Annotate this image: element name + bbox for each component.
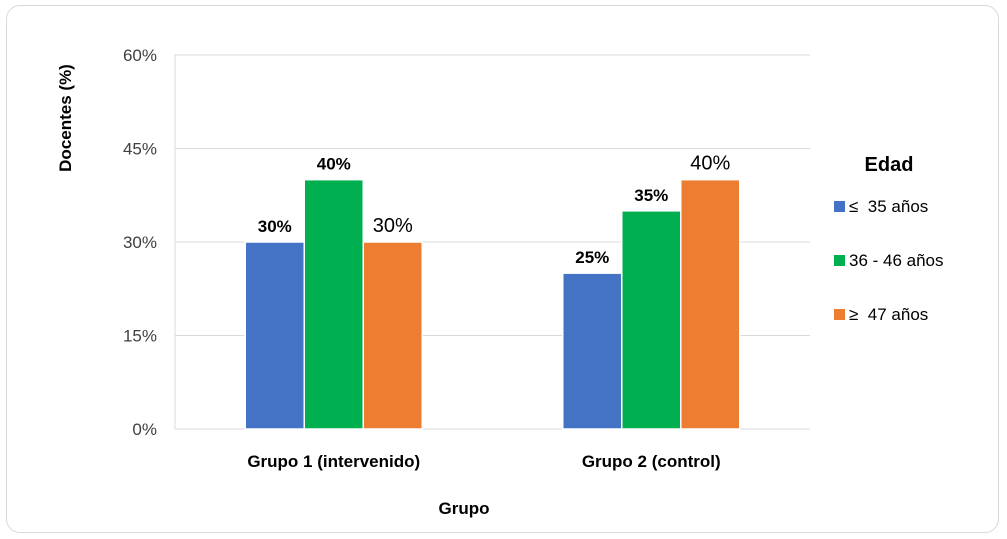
bars [244,178,741,430]
bar [621,210,682,430]
legend-swatch [834,309,845,320]
legend-swatch [834,255,845,266]
bar [362,241,423,430]
bar [680,178,741,430]
x-axis-tick-labels: Grupo 1 (intervenido) Grupo 2 (control) [247,452,720,471]
bar-data-label: 25% [575,248,609,267]
bar [244,241,305,430]
y-axis-tick-labels: 0% 15% 30% 45% 60% [123,46,157,439]
y-axis-title: Docentes (%) [56,64,75,172]
legend-label: ≤ 35 años [849,197,928,216]
bar-data-label: 40% [690,153,730,175]
x-tick-label: Grupo 2 (control) [582,452,721,471]
y-tick-label: 30% [123,233,157,252]
x-axis-title: Grupo [439,499,490,518]
bar [562,272,623,430]
legend-title: Edad [865,154,914,176]
y-tick-label: 45% [123,140,157,159]
bar [303,178,364,430]
bar-data-label: 40% [317,155,351,174]
legend: ≤ 35 años 36 - 46 años ≥ 47 años [834,197,944,324]
legend-label: ≥ 47 años [849,305,928,324]
y-tick-label: 0% [132,420,157,439]
legend-label: 36 - 46 años [849,251,944,270]
bar-data-label: 30% [373,215,413,237]
y-tick-label: 15% [123,327,157,346]
legend-swatch [834,201,845,212]
chart-frame [6,5,999,533]
x-tick-label: Grupo 1 (intervenido) [247,452,420,471]
y-tick-label: 60% [123,46,157,65]
bar-data-label: 30% [258,217,292,236]
bar-data-labels: 30% 40% 30% 25% 35% 40% [258,153,731,267]
bar-data-label: 35% [634,186,668,205]
